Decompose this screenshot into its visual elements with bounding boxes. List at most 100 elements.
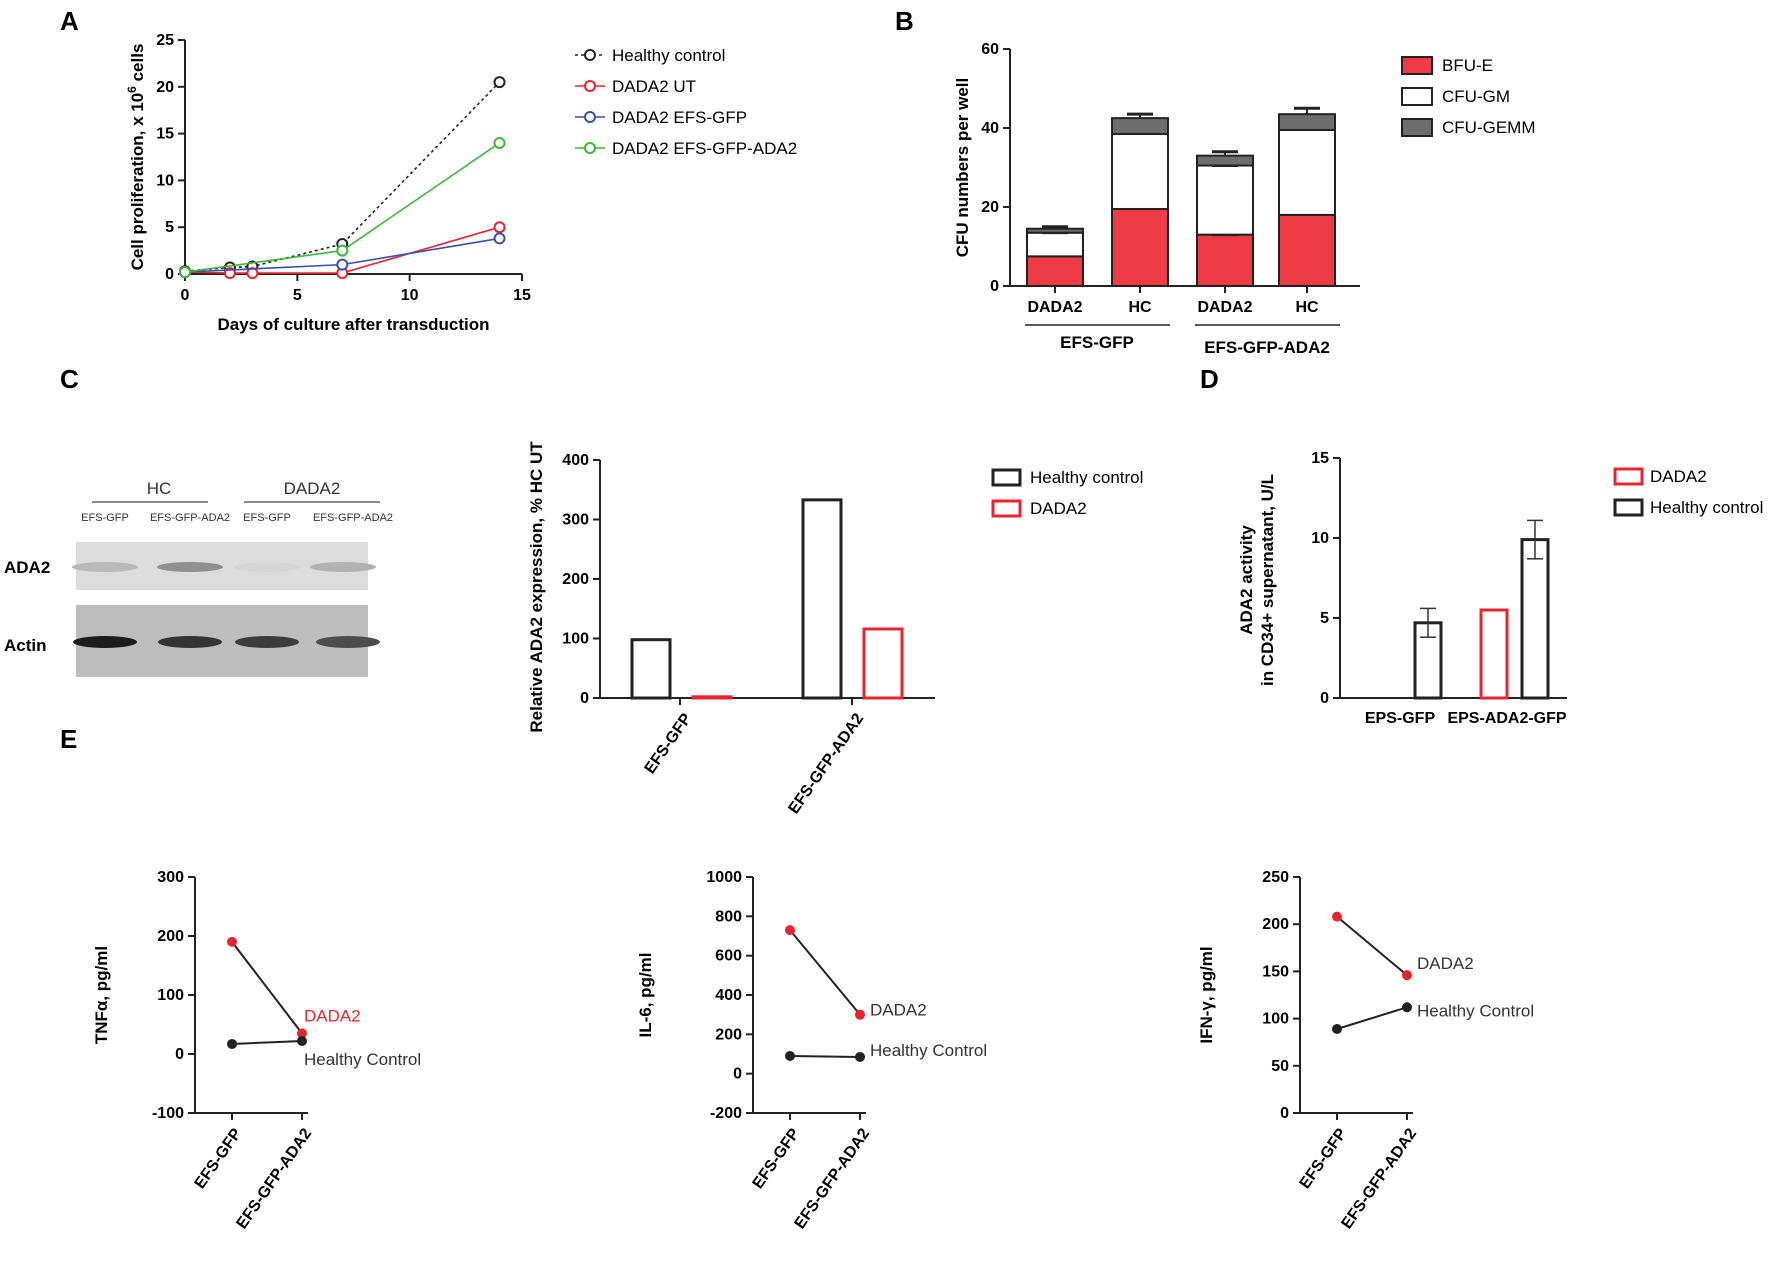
- blot-actin-band: [73, 636, 137, 648]
- panel-a-series-3: DADA2 EFS-GFP-ADA2: [179, 136, 797, 279]
- panel-e-series-label: DADA2: [870, 1001, 927, 1020]
- panel-a-legend-marker: [584, 111, 596, 123]
- panel-letter-a: A: [60, 6, 79, 36]
- panel-b-legend-swatch: [1401, 87, 1433, 106]
- panel-e-series-line: [231, 941, 303, 1034]
- panel-e-series-line: [1336, 1006, 1408, 1030]
- panel-c-bar-chart: 0 100 200 300 400 Relative ADA2 expression, %…: [527, 441, 1143, 817]
- panel-e-category-label: EFS-GFP: [192, 1125, 246, 1192]
- panel-e1-y-tick-label: 100: [157, 987, 184, 1004]
- panel-e-series-label: Healthy Control: [870, 1041, 987, 1060]
- panel-a-y-tick-label: 5: [165, 219, 174, 236]
- panel-e-series-label: Healthy Control: [304, 1050, 421, 1069]
- panel-e-category-label: EFS-GFP: [750, 1125, 804, 1192]
- blot-row-label: Actin: [4, 636, 47, 655]
- blot-group-label: HC: [147, 479, 172, 498]
- panel-a-y-tick-label: 10: [156, 172, 174, 189]
- panel-b-bar-segment: [1026, 227, 1084, 234]
- panel-b-bar-segment: [1196, 164, 1254, 236]
- panel-letter-e: E: [60, 724, 77, 754]
- panel-b-y-label: CFU numbers per well: [953, 78, 972, 257]
- blot-lane-label: EFS-GFP-ADA2: [150, 512, 230, 524]
- panel-a-y-label: Cell proliferation, x 106 cells: [125, 44, 147, 271]
- panel-d-y-tick-label: 0: [1320, 690, 1329, 707]
- panel-letter-d: D: [1200, 364, 1219, 394]
- panel-c-y-tick-label: 400: [562, 452, 589, 469]
- panel-e-data-point: [855, 1009, 865, 1020]
- panel-e-series-label: Healthy Control: [1417, 1001, 1534, 1020]
- panel-e-data-point: [297, 1036, 307, 1047]
- panel-e-category-label: EFS-GFP-ADA2: [792, 1125, 874, 1232]
- panel-b-y-tick-label: 20: [981, 199, 999, 216]
- panel-a-data-point: [336, 258, 349, 271]
- panel-e-series-1: Healthy Control: [1332, 1001, 1534, 1034]
- panel-c-y-label: Relative ADA2 expression, % HC UT: [527, 441, 546, 733]
- panel-a-y-label-suffix: cells: [128, 44, 147, 87]
- blot-ada2-band: [234, 562, 300, 572]
- panel-e-category-label: EFS-GFP-ADA2: [1339, 1125, 1421, 1232]
- panel-e-data-point: [227, 1038, 237, 1049]
- panel-a-legend-label: DADA2 EFS-GFP: [612, 108, 747, 127]
- panel-e2-y-tick-label: 1000: [706, 869, 742, 886]
- panel-e1-y-tick-label: 300: [157, 869, 184, 886]
- panel-a-y-label-sup: 6: [125, 86, 139, 93]
- panel-b-category-label: DADA2: [1027, 299, 1082, 316]
- panel-e1-y-tick-label: -100: [152, 1105, 184, 1122]
- panel-d-y-label: in CD34+ supernatant, U/L: [1258, 474, 1277, 686]
- panel-c-category-label: EFS-GFP-ADA2: [786, 710, 868, 817]
- panel-b-category-label: DADA2: [1197, 299, 1252, 316]
- panel-e-series-0: DADA2: [785, 925, 927, 1020]
- panel-d-legend-swatch: [1613, 498, 1644, 517]
- panel-c-y-tick-label: 300: [562, 512, 589, 529]
- panel-b-bar-segment: [1111, 132, 1169, 210]
- panel-b-category-label: HC: [1128, 299, 1152, 316]
- panel-e3-y-tick-label: 150: [1262, 963, 1289, 980]
- panel-a-legend-marker: [584, 49, 596, 61]
- blot-actin-band: [158, 636, 222, 648]
- panel-e-data-point: [1402, 1002, 1412, 1013]
- panel-a-legend-label: DADA2 EFS-GFP-ADA2: [612, 139, 797, 158]
- panel-a-x-tick-label: 10: [401, 287, 419, 304]
- panel-e-data-point: [1332, 1023, 1342, 1034]
- panel-a-legend-label: DADA2 UT: [612, 77, 696, 96]
- panel-a-y-label-main: Cell proliferation, x 10: [128, 93, 147, 271]
- panel-e2-y-tick-label: 0: [733, 1066, 742, 1083]
- panel-b-legend-label: BFU-E: [1442, 56, 1493, 75]
- blot-ada2-band: [72, 562, 138, 572]
- panel-e2-y-tick-label: 800: [715, 908, 742, 925]
- panel-c-y-tick-label: 200: [562, 571, 589, 588]
- panel-c-western-blot: HC DADA2 EFS-GFP EFS-GFP-ADA2 EFS-GFP EFS-GFP…: [4, 479, 393, 677]
- panel-e-data-point: [297, 1028, 307, 1039]
- panel-b-bar-segment: [1278, 128, 1336, 216]
- panel-d-y-tick-label: 10: [1311, 530, 1329, 547]
- panel-c-bar: [691, 695, 733, 700]
- blot-actin-band: [235, 636, 299, 648]
- panel-e-series-0: DADA2: [227, 936, 361, 1039]
- blot-row-label: ADA2: [4, 558, 50, 577]
- panel-b-y-tick-label: 0: [990, 278, 999, 295]
- blot-ada2-band: [157, 562, 223, 572]
- panel-e2-y-tick-label: 600: [715, 948, 742, 965]
- panel-e3-chart: 0 50 100 150 200 250 IFN-γ, pg/ml EFS-GFPEFS-GF…: [1197, 869, 1534, 1232]
- panel-a-x-tick-label: 15: [513, 287, 531, 304]
- panel-a-y-tick-label: 20: [156, 79, 174, 96]
- panel-a-y-tick-label: 25: [156, 32, 174, 49]
- panel-b-stacked-bar-chart: 0 20 40 60 CFU numbers per well DADA2 HC DADA2 H…: [953, 41, 1535, 357]
- panel-a-data-point: [493, 136, 506, 149]
- panel-e-category-label: EFS-GFP-ADA2: [234, 1125, 316, 1232]
- panel-a-data-point: [493, 221, 506, 234]
- panel-b-bar-segment: [1026, 255, 1084, 287]
- panel-e-data-point: [227, 936, 237, 947]
- panel-e1-y-label: TNFα, pg/ml: [92, 946, 111, 1044]
- panel-d-y-tick-label: 15: [1311, 450, 1329, 467]
- panel-c-legend-label: DADA2: [1030, 499, 1087, 518]
- panel-d-category-label: EPS-GFP: [1365, 710, 1436, 727]
- panel-e-category-label: EFS-GFP: [1297, 1125, 1351, 1192]
- blot-group-label: DADA2: [284, 479, 341, 498]
- panel-b-category-label: HC: [1295, 299, 1319, 316]
- panel-a-legend-marker: [584, 142, 596, 154]
- panel-b-y-tick-label: 40: [981, 120, 999, 137]
- blot-lane-label: EFS-GFP-ADA2: [313, 512, 393, 524]
- panel-b-legend-swatch: [1401, 56, 1433, 75]
- panel-a-legend-marker: [584, 80, 596, 92]
